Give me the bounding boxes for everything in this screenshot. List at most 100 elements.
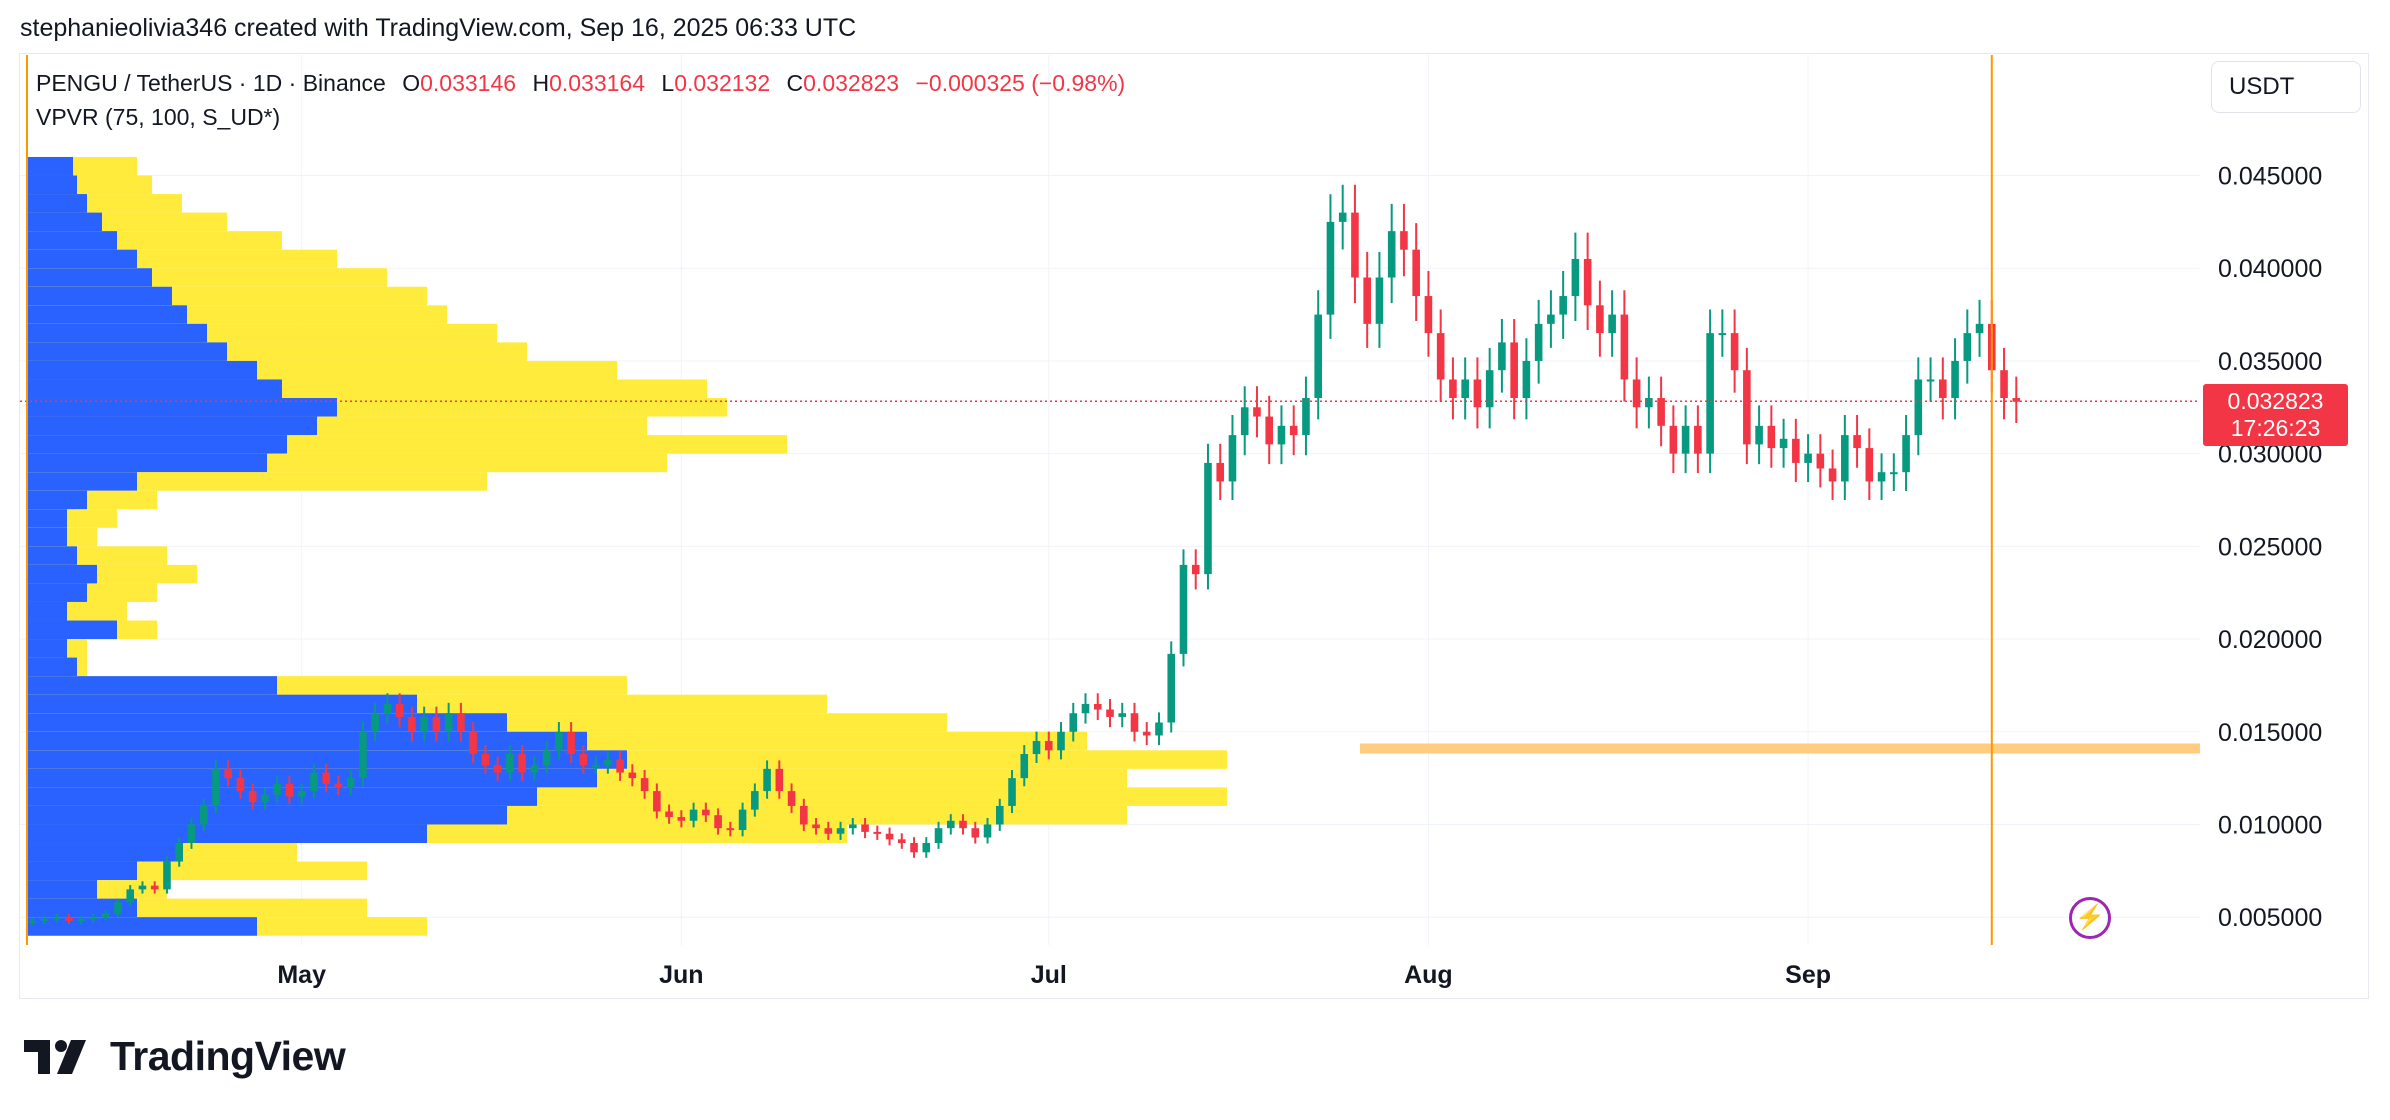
candle-body	[1118, 713, 1127, 717]
candle-body	[1142, 731, 1151, 736]
candle-body	[224, 768, 232, 779]
candle-body	[2000, 370, 2008, 399]
candle-body	[248, 791, 257, 803]
candle-body	[1424, 296, 1433, 334]
candle-body	[959, 820, 967, 829]
candle-body	[28, 920, 37, 923]
candle-body	[322, 772, 330, 784]
candle-body	[1890, 472, 1898, 475]
candle-body	[787, 791, 796, 806]
currency-button[interactable]: USDT	[2211, 61, 2361, 113]
candle-body	[1387, 231, 1396, 278]
volume-profile-up-bar	[27, 805, 507, 825]
candle-body	[616, 759, 624, 773]
price-chart[interactable]: 0.005000 0.010000 0.015000 0.020000 0.025000…	[0, 0, 2390, 1010]
last-price-value: 0.032823	[2227, 388, 2324, 414]
candle-body	[1044, 741, 1053, 751]
candle-body	[1939, 379, 1947, 399]
candle-body	[1130, 713, 1139, 732]
candle-body	[1730, 333, 1739, 371]
candle-body	[1228, 435, 1237, 482]
candle-body	[1473, 379, 1482, 408]
candle-body	[971, 828, 980, 838]
candle-body	[1902, 435, 1910, 473]
candle-body	[763, 768, 771, 792]
candle-body	[1755, 425, 1763, 445]
candle-body	[52, 917, 61, 920]
candle-body	[261, 794, 269, 803]
candle-body	[1841, 435, 1849, 482]
candle-body	[665, 811, 673, 818]
bar-countdown: 17:26:23	[2230, 415, 2321, 441]
volume-profile-up-bar	[27, 546, 77, 565]
candle-body	[114, 902, 122, 914]
volume-profile-down-bar	[27, 472, 487, 491]
high-label: H	[532, 70, 550, 96]
candle-body	[591, 765, 600, 768]
candle-body	[812, 824, 820, 829]
candle-body	[1694, 425, 1702, 454]
x-axis-tick-label: Sep	[1785, 961, 1831, 989]
volume-profile-up-bar	[27, 824, 427, 844]
candle-body	[1032, 741, 1041, 755]
volume-profile-up-bar	[27, 323, 207, 343]
volume-profile-up-bar	[27, 639, 67, 658]
x-axis-tick-label: Jul	[1031, 961, 1067, 989]
volume-profile-up-bar	[27, 268, 152, 287]
volume-profile-up-bar	[27, 194, 87, 213]
chart-panel[interactable]	[19, 53, 2369, 999]
volume-profile-up-bar	[27, 861, 137, 881]
candle-body	[1706, 333, 1714, 454]
volume-profile-up-bar	[27, 843, 177, 862]
symbol-legend[interactable]: PENGU / TetherUS · 1D · Binance O0.03314…	[36, 70, 1125, 97]
candle-body	[1093, 703, 1102, 710]
candle-body	[359, 731, 367, 779]
candle-body	[1743, 370, 1751, 445]
candle-body	[1534, 323, 1543, 361]
candle-body	[1191, 564, 1200, 575]
candle-body	[383, 703, 392, 714]
volume-profile-up-bar	[27, 620, 117, 640]
candle-body	[861, 824, 869, 832]
candle-body	[89, 917, 98, 920]
candle-body	[163, 861, 171, 890]
candle-body	[1608, 314, 1616, 334]
symbol-title[interactable]: PENGU / TetherUS · 1D · Binance	[36, 70, 386, 96]
candle-body	[738, 809, 747, 831]
tradingview-logo[interactable]: TradingView	[24, 1033, 346, 1080]
candle-body	[1547, 314, 1555, 324]
volume-profile-up-bar	[27, 787, 537, 806]
volume-profile-up-bar	[27, 453, 267, 473]
volume-profile-up-bar	[27, 379, 282, 399]
candle-body	[1265, 416, 1274, 445]
candle-body	[1620, 314, 1629, 380]
candle-body	[1240, 407, 1249, 436]
candle-body	[432, 716, 441, 732]
candle-body	[1951, 360, 1959, 399]
candle-body	[1632, 379, 1641, 408]
candle-body	[1877, 472, 1886, 482]
lightning-bolt-icon[interactable]: ⚡	[2069, 897, 2111, 939]
candle-body	[885, 833, 894, 840]
candle-body	[1351, 212, 1359, 278]
candle-body	[1767, 425, 1776, 449]
candle-body	[65, 917, 73, 921]
candle-body	[1155, 722, 1163, 736]
candle-body	[702, 809, 710, 816]
candle-body	[1779, 438, 1788, 449]
candle-body	[371, 713, 379, 732]
low-label: L	[661, 70, 675, 96]
candle-body	[849, 824, 857, 829]
close-value: 0.032823	[803, 70, 900, 96]
low-value: 0.032132	[674, 70, 771, 96]
candle-body	[334, 783, 343, 788]
indicator-legend[interactable]: VPVR (75, 100, S_UD*)	[36, 104, 281, 130]
candle-body	[910, 843, 918, 853]
candle-body	[138, 885, 147, 890]
candle-body	[726, 828, 735, 831]
candle-body	[1338, 212, 1347, 222]
candle-body	[934, 828, 943, 844]
volume-profile-up-bar	[27, 231, 117, 250]
candle-body	[506, 754, 514, 773]
candle-body	[824, 828, 833, 834]
